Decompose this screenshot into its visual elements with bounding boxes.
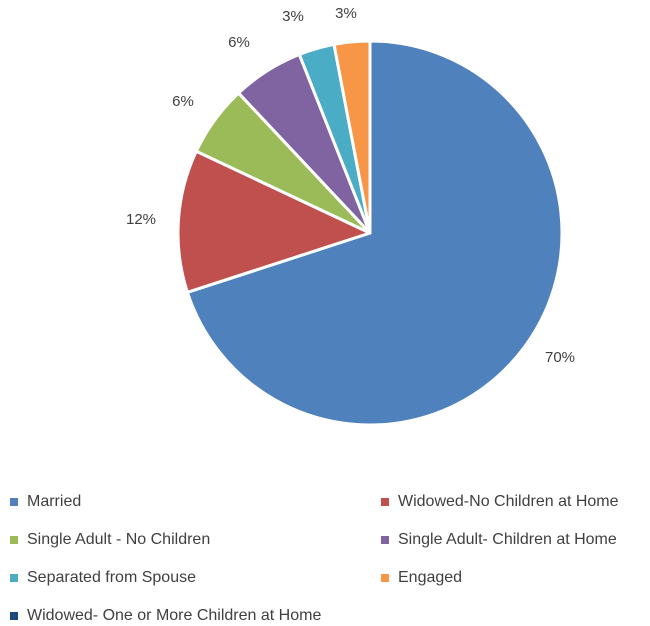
legend-label: Widowed-No Children at Home	[398, 493, 619, 510]
legend-item-widowed-one-or-more-children-at-home: Widowed- One or More Children at Home	[10, 606, 321, 626]
data-label-single-adult-no-children: 6%	[172, 93, 194, 110]
data-label-separated-from-spouse: 3%	[282, 8, 304, 25]
pie-slice-married	[185, 39, 564, 427]
legend-swatch	[381, 574, 389, 582]
legend-item-separated-from-spouse: Separated from Spouse	[10, 568, 196, 588]
legend-label: Single Adult - No Children	[27, 531, 211, 548]
data-label-engaged: 3%	[335, 5, 357, 22]
legend-swatch	[10, 536, 18, 544]
legend-swatch	[10, 612, 18, 620]
pie-data-labels: 70% 12% 6% 6% 3% 3%	[126, 5, 575, 366]
legend-swatch	[10, 574, 18, 582]
legend-label: Widowed- One or More Children at Home	[27, 607, 322, 624]
pie-slice-engaged	[332, 39, 372, 235]
legend-item-married: Married	[10, 492, 81, 512]
legend-label: Single Adult- Children at Home	[398, 531, 617, 548]
legend-label: Separated from Spouse	[27, 569, 196, 586]
data-label-married: 70%	[545, 349, 575, 366]
legend-label: Married	[27, 493, 82, 510]
data-label-single-adult-children-at-home: 6%	[228, 34, 250, 51]
legend-item-single-adult-children-at-home: Single Adult- Children at Home	[381, 530, 617, 550]
legend-swatch	[381, 536, 389, 544]
legend-swatch	[10, 498, 18, 506]
data-label-widowed-no-children-at-home: 12%	[126, 211, 156, 228]
legend-item-engaged: Engaged	[381, 568, 462, 588]
pie-slices	[176, 39, 564, 427]
pie-chart: 70% 12% 6% 6% 3% 3%	[126, 5, 575, 427]
legend-swatch	[381, 498, 389, 506]
legend-label: Engaged	[398, 569, 463, 586]
legend-item-widowed-no-children-at-home: Widowed-No Children at Home	[381, 492, 619, 512]
pie-slice-widowed-no-children-at-home	[176, 149, 372, 294]
legend-item-single-adult-no-children: Single Adult - No Children	[10, 530, 210, 550]
